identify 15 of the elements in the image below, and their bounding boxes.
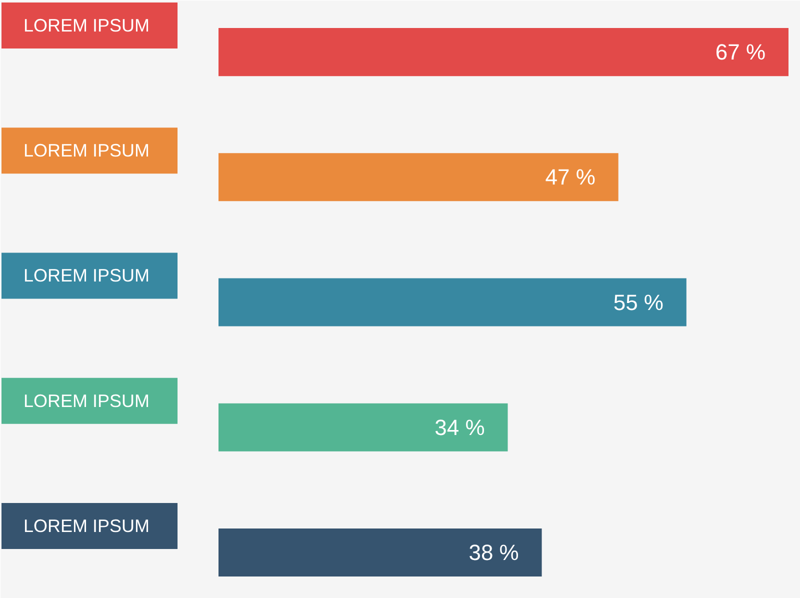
bar bbox=[218, 28, 788, 76]
y-tick-label: LOREM IPSUM bbox=[24, 390, 150, 411]
y-tick-label: LOREM IPSUM bbox=[24, 266, 150, 286]
bar bbox=[218, 278, 686, 326]
bar bbox=[218, 528, 542, 576]
data-label: 38 % bbox=[468, 540, 519, 565]
data-label: 47 % bbox=[545, 164, 596, 190]
bar bbox=[218, 403, 508, 452]
data-label: 34 % bbox=[434, 414, 485, 440]
y-tick-label: LOREM IPSUM bbox=[24, 16, 150, 36]
y-tick-label: LOREM IPSUM bbox=[24, 140, 150, 161]
bar bbox=[218, 153, 618, 202]
data-label: 67 % bbox=[715, 40, 766, 65]
data-label: 55 % bbox=[613, 290, 664, 315]
y-tick-label: LOREM IPSUM bbox=[24, 516, 150, 536]
